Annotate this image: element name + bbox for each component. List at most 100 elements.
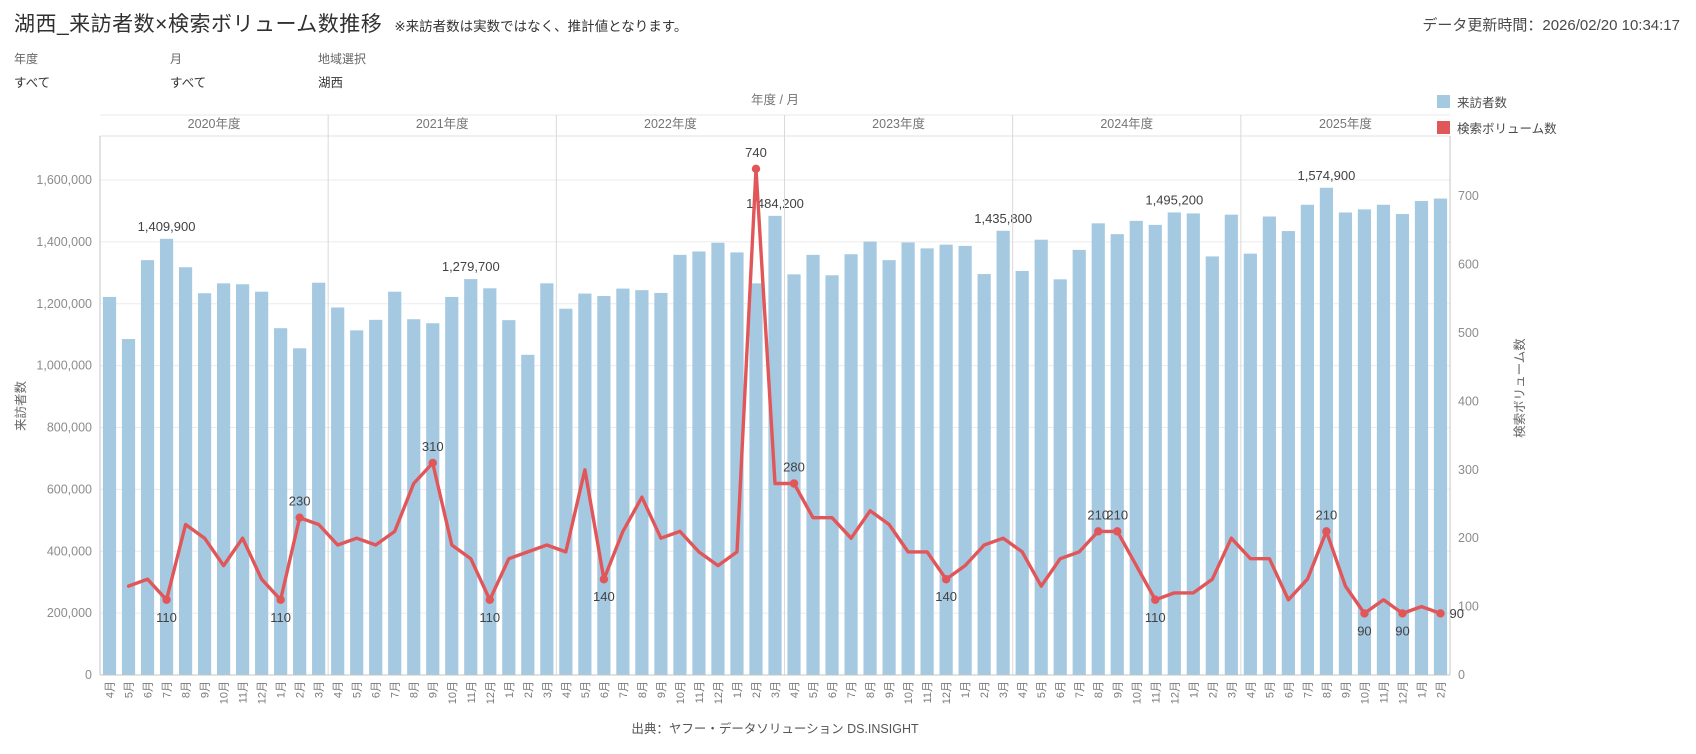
- legend-item-visitors[interactable]: 来訪者数: [1437, 92, 1557, 111]
- month-label-2022年度-10月: 10月: [675, 681, 687, 704]
- bar-2022年度-8月[interactable]: [635, 290, 649, 675]
- bar-2023年度-6月[interactable]: [825, 275, 839, 675]
- bar-2021年度-3月[interactable]: [540, 283, 554, 675]
- bar-2021年度-7月[interactable]: [388, 291, 402, 675]
- bar-2024年度-6月[interactable]: [1053, 279, 1067, 675]
- bar-2023年度-9月[interactable]: [882, 260, 896, 675]
- bar-2024年度-11月[interactable]: [1148, 224, 1162, 675]
- bar-2020年度-4月[interactable]: [102, 296, 117, 675]
- bar-2020年度-2月[interactable]: [293, 348, 307, 675]
- bar-2022年度-5月[interactable]: [578, 293, 592, 675]
- line-point-2020年度-7月[interactable]: [162, 595, 171, 604]
- bar-2024年度-8月[interactable]: [1091, 223, 1105, 675]
- bar-2020年度-3月[interactable]: [312, 282, 326, 675]
- bar-2021年度-10月[interactable]: [445, 296, 459, 675]
- bar-2023年度-8月[interactable]: [863, 241, 877, 676]
- month-label-2023年度-12月: 12月: [941, 681, 953, 704]
- bar-2021年度-12月[interactable]: [483, 288, 497, 675]
- bar-2021年度-6月[interactable]: [369, 319, 383, 675]
- month-label-2025年度-4月: 4月: [1245, 681, 1257, 698]
- line-point-2023年度-4月[interactable]: [789, 479, 799, 488]
- bar-2025年度-8月[interactable]: [1319, 187, 1334, 675]
- bar-2025年度-2月[interactable]: [1433, 198, 1448, 675]
- bar-2024年度-10月[interactable]: [1129, 220, 1143, 675]
- bar-2025年度-1月[interactable]: [1414, 201, 1429, 675]
- bar-2023年度-2月[interactable]: [977, 274, 991, 675]
- bar-2023年度-1月[interactable]: [958, 245, 972, 675]
- bar-2025年度-10月[interactable]: [1357, 209, 1372, 675]
- line-point-2025年度-8月[interactable]: [1322, 527, 1331, 536]
- bar-2024年度-5月[interactable]: [1034, 239, 1048, 675]
- left-axis-tick: 1,400,000: [36, 235, 92, 249]
- line-point-2021年度-12月[interactable]: [485, 595, 494, 604]
- bar-2022年度-10月[interactable]: [673, 254, 687, 675]
- bar-2025年度-6月[interactable]: [1281, 231, 1295, 675]
- bar-2023年度-10月[interactable]: [901, 242, 915, 675]
- bar-2024年度-2月[interactable]: [1205, 256, 1219, 675]
- line-point-2025年度-12月[interactable]: [1398, 609, 1407, 618]
- bar-2020年度-7月[interactable]: [159, 238, 174, 675]
- bar-2021年度-4月[interactable]: [331, 307, 345, 675]
- bar-2020年度-8月[interactable]: [178, 267, 193, 675]
- line-value-label: 210: [1087, 507, 1109, 522]
- bar-2025年度-5月[interactable]: [1262, 216, 1276, 675]
- bar-2020年度-5月[interactable]: [121, 339, 136, 675]
- bar-2020年度-10月[interactable]: [216, 283, 231, 675]
- bar-2024年度-3月[interactable]: [1224, 214, 1238, 675]
- bar-2020年度-9月[interactable]: [197, 293, 212, 675]
- bar-2020年度-11月[interactable]: [236, 284, 250, 675]
- bar-2022年度-2月[interactable]: [749, 283, 763, 675]
- bar-2021年度-5月[interactable]: [350, 330, 364, 675]
- bar-2025年度-7月[interactable]: [1300, 204, 1314, 675]
- bar-2021年度-11月[interactable]: [464, 279, 478, 675]
- bar-2023年度-11月[interactable]: [920, 248, 934, 675]
- line-value-label: 230: [289, 494, 311, 509]
- bar-2022年度-7月[interactable]: [616, 288, 630, 675]
- bar-2023年度-5月[interactable]: [806, 254, 820, 675]
- bar-2024年度-9月[interactable]: [1110, 234, 1124, 675]
- bar-2024年度-1月[interactable]: [1186, 213, 1200, 675]
- bar-2025年度-12月[interactable]: [1395, 214, 1410, 675]
- bar-2022年度-4月[interactable]: [559, 308, 573, 675]
- bar-value-label-2024年度-12月: 1,495,200: [1145, 192, 1203, 207]
- legend-item-search-volume[interactable]: 検索ボリューム数: [1437, 118, 1557, 137]
- bar-2021年度-2月[interactable]: [521, 354, 535, 675]
- line-point-2020年度-1月[interactable]: [276, 595, 285, 604]
- bar-2024年度-12月[interactable]: [1167, 212, 1181, 676]
- line-point-2022年度-6月[interactable]: [599, 575, 609, 584]
- search-volume-line: [126, 167, 1443, 616]
- bar-2022年度-12月[interactable]: [711, 242, 725, 675]
- bar-2021年度-8月[interactable]: [407, 319, 421, 675]
- month-label-2021年度-9月: 9月: [428, 681, 440, 698]
- bar-2020年度-6月[interactable]: [140, 260, 155, 675]
- bar-2022年度-6月[interactable]: [597, 296, 611, 675]
- line-point-2024年度-11月[interactable]: [1151, 595, 1160, 604]
- bar-2025年度-11月[interactable]: [1376, 204, 1391, 675]
- filter-month-value[interactable]: すべて: [170, 76, 207, 90]
- bar-2022年度-1月[interactable]: [730, 252, 744, 676]
- bar-2022年度-11月[interactable]: [692, 251, 706, 675]
- filter-region-value[interactable]: 湖西: [318, 76, 344, 90]
- bar-2020年度-12月[interactable]: [255, 291, 269, 675]
- bar-2022年度-9月[interactable]: [654, 292, 668, 675]
- line-point-2025年度-10月[interactable]: [1360, 609, 1369, 618]
- line-point-2024年度-9月[interactable]: [1113, 527, 1122, 536]
- bar-2022年度-3月[interactable]: [768, 215, 782, 675]
- bar-2023年度-12月[interactable]: [939, 244, 953, 676]
- line-point-2022年度-2月[interactable]: [751, 164, 761, 174]
- line-point-2023年度-12月[interactable]: [941, 575, 951, 584]
- filter-year-value[interactable]: すべて: [14, 76, 51, 90]
- bar-2024年度-7月[interactable]: [1072, 249, 1086, 675]
- line-point-2021年度-9月[interactable]: [428, 458, 437, 468]
- bar-2024年度-4月[interactable]: [1015, 270, 1029, 675]
- bar-2023年度-4月[interactable]: [787, 274, 801, 675]
- bar-2021年度-1月[interactable]: [502, 320, 516, 675]
- bar-2025年度-9月[interactable]: [1338, 212, 1353, 675]
- line-point-2025年度-2月[interactable]: [1436, 609, 1445, 618]
- bar-2023年度-3月[interactable]: [996, 230, 1010, 675]
- bar-2023年度-7月[interactable]: [844, 254, 858, 675]
- bar-2021年度-9月[interactable]: [426, 323, 440, 675]
- bar-2025年度-4月[interactable]: [1243, 253, 1257, 675]
- line-point-2020年度-2月[interactable]: [295, 513, 304, 522]
- line-point-2024年度-8月[interactable]: [1094, 527, 1103, 536]
